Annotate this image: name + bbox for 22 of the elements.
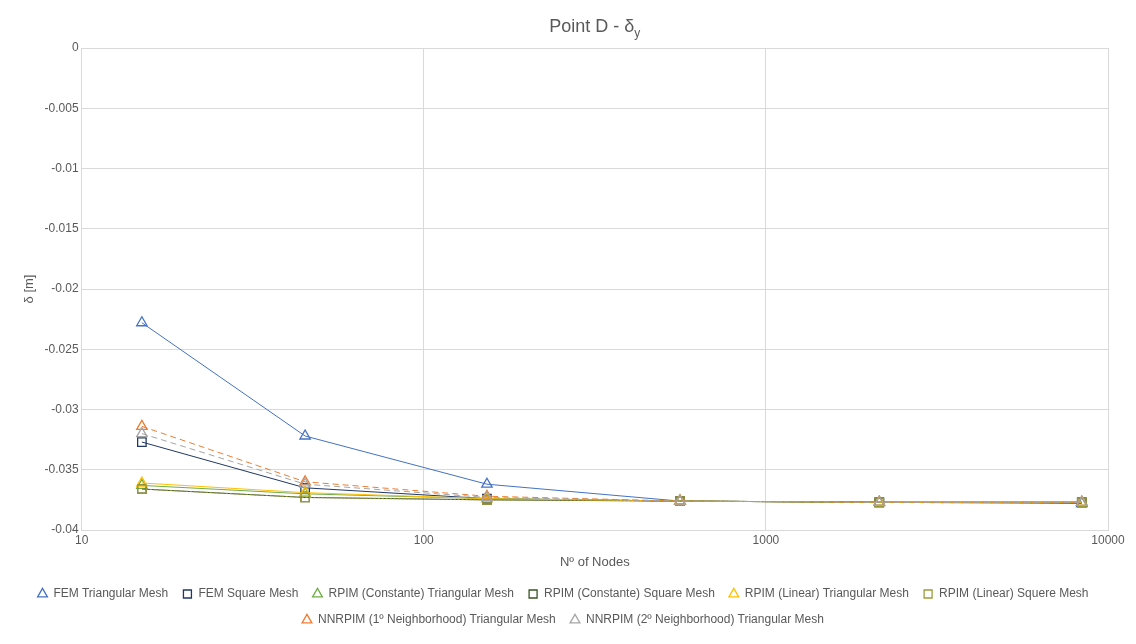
legend-label: NNRPIM (1º Neighborhood) Triangular Mesh bbox=[317, 612, 556, 627]
y-tick-label: -0.02 bbox=[51, 281, 79, 296]
y-tick-label: -0.03 bbox=[51, 401, 79, 416]
y-tick-label: -0.035 bbox=[44, 462, 79, 477]
x-tick-label: 1000 bbox=[752, 532, 780, 547]
x-tick-label: 10000 bbox=[1091, 532, 1126, 547]
legend-label: NNRPIM (2º Neighborhood) Triangular Mesh bbox=[586, 612, 824, 627]
x-axis-title: Nº of Nodes bbox=[559, 553, 631, 569]
legend-label: RPIM (Constante) Square Mesh bbox=[544, 586, 715, 601]
x-tick-label: 100 bbox=[413, 532, 435, 547]
legend-label: FEM Triangular Mesh bbox=[53, 586, 169, 601]
y-tick-label: -0.005 bbox=[44, 100, 79, 115]
legend-label: RPIM (Constante) Triangular Mesh bbox=[328, 586, 514, 601]
legend-label: FEM Square Mesh bbox=[198, 586, 299, 601]
y-axis-title: δ [m] bbox=[21, 274, 37, 304]
y-tick-label: -0.01 bbox=[51, 160, 79, 175]
legend-label: RPIM (Linear) Triangular Mesh bbox=[744, 586, 909, 601]
y-tick-label: 0 bbox=[71, 40, 79, 55]
y-tick-label: -0.025 bbox=[44, 341, 79, 356]
legend-label: RPIM (Linear) Squere Mesh bbox=[939, 586, 1089, 601]
y-tick-label: -0.015 bbox=[44, 221, 79, 236]
x-tick-label: 10 bbox=[74, 532, 89, 547]
